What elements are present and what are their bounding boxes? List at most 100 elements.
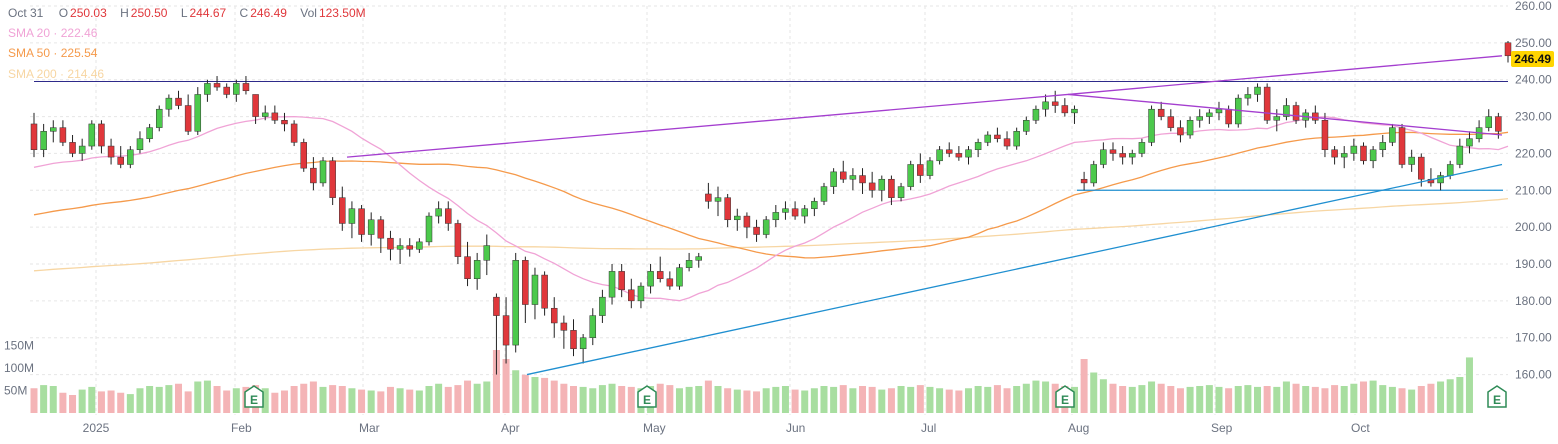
- candlestick[interactable]: [59, 120, 67, 147]
- candlestick[interactable]: [579, 334, 587, 364]
- candlestick[interactable]: [724, 193, 731, 228]
- candlestick[interactable]: [223, 83, 230, 99]
- candlestick[interactable]: [1100, 142, 1107, 169]
- candlestick[interactable]: [695, 252, 702, 268]
- candlestick[interactable]: [117, 146, 124, 169]
- candlestick[interactable]: [261, 105, 269, 121]
- candlestick[interactable]: [1023, 116, 1030, 135]
- candlestick[interactable]: [743, 212, 751, 239]
- candlestick[interactable]: [791, 201, 799, 220]
- candlestick[interactable]: [1080, 171, 1088, 191]
- candlestick[interactable]: [772, 205, 780, 228]
- candlestick[interactable]: [1331, 146, 1338, 165]
- candlestick[interactable]: [541, 271, 548, 316]
- candlestick[interactable]: [1340, 146, 1348, 169]
- candlestick[interactable]: [1369, 146, 1377, 169]
- candlestick[interactable]: [1167, 109, 1175, 132]
- candlestick[interactable]: [348, 201, 356, 239]
- candlestick[interactable]: [531, 267, 539, 320]
- candlestick[interactable]: [1109, 142, 1117, 161]
- candlestick[interactable]: [1042, 94, 1049, 117]
- candlestick[interactable]: [339, 186, 346, 231]
- candlestick[interactable]: [762, 216, 770, 239]
- candlestick[interactable]: [416, 238, 423, 253]
- candlestick[interactable]: [1466, 131, 1473, 154]
- candlestick[interactable]: [859, 168, 866, 194]
- candlestick[interactable]: [1312, 105, 1319, 124]
- candlestick[interactable]: [184, 94, 192, 135]
- candlestick[interactable]: [1321, 112, 1329, 158]
- candlestick[interactable]: [1389, 123, 1396, 147]
- candlestick[interactable]: [1456, 138, 1464, 169]
- candlestick[interactable]: [1090, 160, 1097, 187]
- candlestick[interactable]: [242, 76, 250, 95]
- candlestick[interactable]: [1485, 109, 1492, 132]
- candlestick[interactable]: [965, 146, 972, 165]
- candlestick[interactable]: [1379, 135, 1387, 158]
- candlestick[interactable]: [194, 87, 202, 135]
- earnings-marker[interactable]: E: [1487, 385, 1507, 408]
- candlestick[interactable]: [801, 205, 808, 224]
- candlestick[interactable]: [425, 212, 433, 246]
- candlestick[interactable]: [127, 146, 134, 169]
- candlestick[interactable]: [1504, 41, 1512, 63]
- candlestick[interactable]: [50, 120, 57, 143]
- candlestick[interactable]: [637, 282, 645, 309]
- candlestick[interactable]: [1157, 101, 1165, 121]
- candlestick[interactable]: [1196, 109, 1203, 128]
- candlestick[interactable]: [676, 264, 683, 290]
- candlestick[interactable]: [589, 308, 597, 346]
- candlestick[interactable]: [628, 278, 635, 309]
- earnings-marker[interactable]: E: [244, 385, 264, 408]
- candlestick[interactable]: [618, 264, 625, 298]
- candlestick[interactable]: [984, 131, 992, 147]
- candlestick[interactable]: [367, 212, 375, 246]
- candlestick[interactable]: [1408, 149, 1415, 172]
- candlestick[interactable]: [974, 138, 982, 158]
- candlestick[interactable]: [155, 105, 163, 132]
- candlestick[interactable]: [406, 238, 413, 257]
- candlestick[interactable]: [310, 157, 317, 191]
- candlestick[interactable]: [1273, 109, 1281, 132]
- candlestick[interactable]: [907, 160, 914, 191]
- candlestick[interactable]: [454, 219, 462, 264]
- candlestick[interactable]: [1071, 105, 1078, 124]
- candlestick[interactable]: [994, 127, 1001, 143]
- candlestick[interactable]: [387, 230, 394, 261]
- candlestick[interactable]: [599, 289, 606, 323]
- candlestick[interactable]: [1254, 83, 1261, 102]
- candlestick[interactable]: [40, 123, 47, 158]
- candlestick[interactable]: [1244, 87, 1252, 106]
- candlestick[interactable]: [1398, 123, 1406, 169]
- candlestick[interactable]: [329, 157, 336, 206]
- candlestick[interactable]: [878, 175, 886, 202]
- candlestick[interactable]: [435, 201, 442, 224]
- candlestick[interactable]: [830, 168, 837, 194]
- candlestick[interactable]: [445, 201, 452, 231]
- candlestick[interactable]: [849, 168, 857, 191]
- rising-support-trendline[interactable]: [526, 163, 1503, 376]
- earnings-marker[interactable]: E: [1055, 385, 1075, 408]
- candlestick[interactable]: [656, 256, 664, 283]
- candlestick[interactable]: [560, 315, 568, 349]
- candlestick[interactable]: [608, 264, 616, 305]
- candlestick[interactable]: [1263, 83, 1271, 124]
- candlestick[interactable]: [473, 252, 481, 290]
- candlestick[interactable]: [1138, 138, 1146, 158]
- candlestick[interactable]: [1148, 105, 1155, 147]
- candlestick[interactable]: [570, 319, 577, 357]
- candlestick[interactable]: [1302, 109, 1309, 128]
- descending-trendline[interactable]: [1067, 93, 1503, 136]
- candlestick[interactable]: [945, 142, 953, 158]
- candlestick[interactable]: [811, 197, 818, 217]
- candlestick[interactable]: [1129, 149, 1136, 165]
- candlestick[interactable]: [88, 120, 96, 150]
- candlestick[interactable]: [1215, 101, 1223, 121]
- earnings-marker[interactable]: E: [637, 385, 657, 408]
- candlestick[interactable]: [1206, 109, 1213, 124]
- candlestick[interactable]: [1360, 142, 1367, 165]
- candlestick[interactable]: [165, 94, 173, 117]
- candlestick[interactable]: [1119, 146, 1126, 165]
- candlestick[interactable]: [926, 157, 934, 180]
